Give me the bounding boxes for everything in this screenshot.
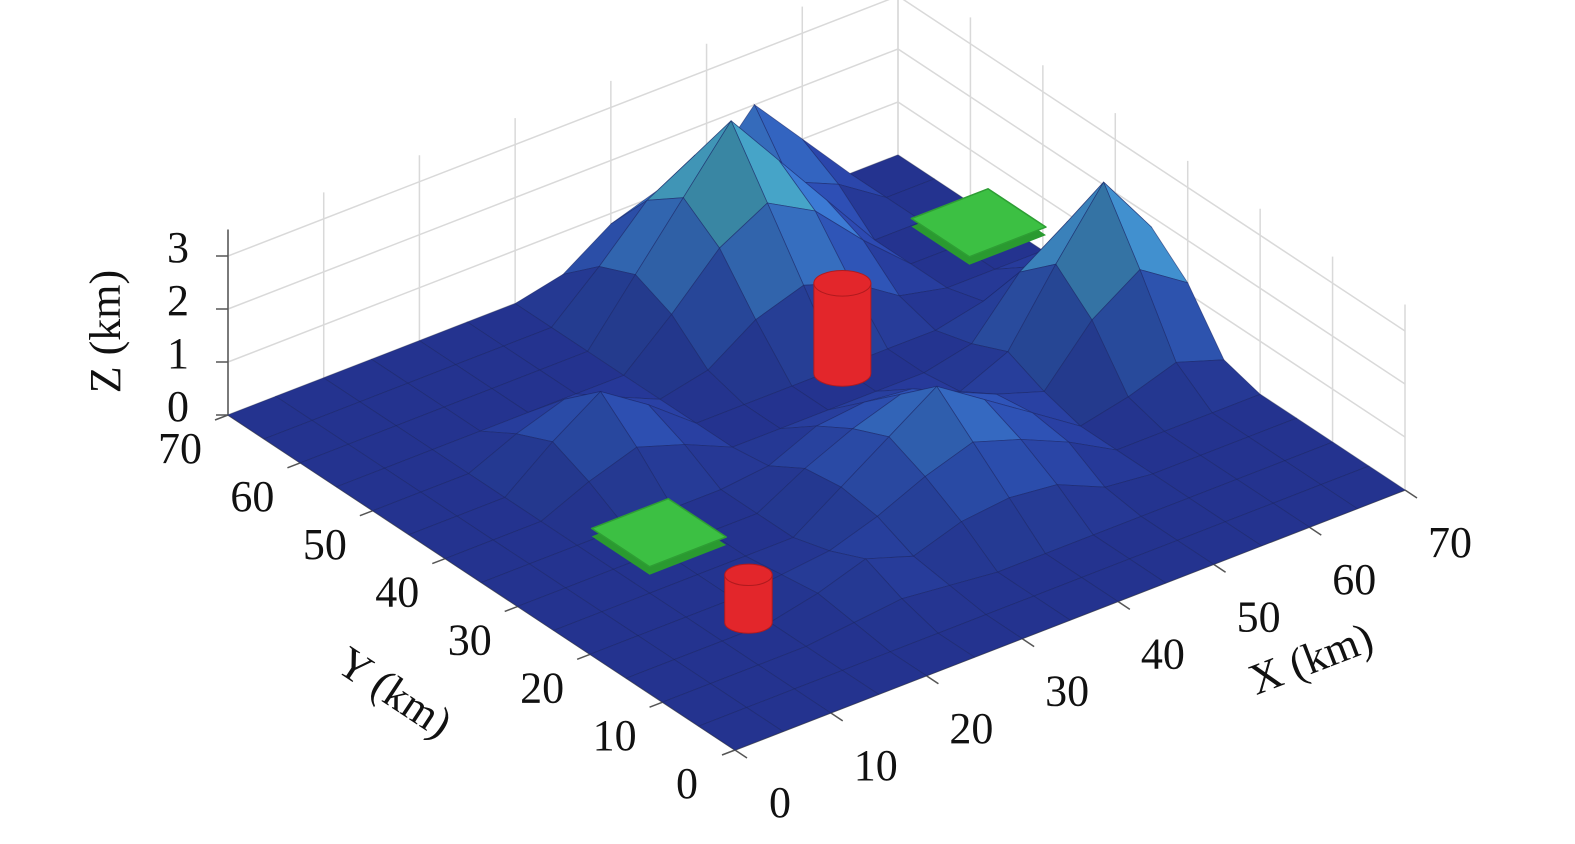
cylinder bbox=[813, 282, 872, 387]
y-tick-label: 30 bbox=[448, 616, 492, 665]
x-tick-label: 60 bbox=[1332, 555, 1376, 604]
x-tick-label: 50 bbox=[1237, 592, 1281, 641]
y-tick-label: 70 bbox=[158, 424, 202, 473]
y-tick bbox=[504, 605, 518, 613]
z-axis-title: Z (km) bbox=[81, 270, 130, 393]
y-tick bbox=[287, 462, 301, 469]
z-tick-label: 2 bbox=[167, 276, 189, 325]
grid-line bbox=[227, 0, 1406, 332]
z-tick-label: 0 bbox=[167, 382, 189, 431]
grid-line bbox=[227, 101, 1406, 438]
x-tick bbox=[1213, 563, 1226, 573]
y-tick bbox=[649, 701, 663, 708]
y-tick-label: 0 bbox=[676, 759, 698, 808]
y-tick bbox=[214, 414, 229, 421]
cylinder-top bbox=[813, 269, 872, 297]
surface-face bbox=[697, 707, 784, 751]
x-tick bbox=[1308, 526, 1322, 536]
grid-line bbox=[227, 48, 1406, 385]
y-tick-label: 20 bbox=[520, 663, 564, 712]
y-tick bbox=[576, 653, 591, 660]
y-tick bbox=[432, 557, 446, 565]
z-tick-label: 3 bbox=[167, 223, 189, 272]
x-tick bbox=[734, 749, 748, 759]
x-tick-label: 10 bbox=[854, 741, 898, 790]
y-tick-label: 50 bbox=[303, 520, 347, 569]
x-tick bbox=[1021, 637, 1035, 648]
x-tick-label: 40 bbox=[1141, 630, 1185, 679]
x-tick bbox=[1404, 489, 1418, 499]
x-tick bbox=[1117, 600, 1131, 611]
x-tick bbox=[926, 675, 939, 685]
y-tick-label: 10 bbox=[593, 711, 637, 760]
square bbox=[590, 497, 727, 568]
z-tick-label: 1 bbox=[167, 329, 189, 378]
x-tick-label: 20 bbox=[949, 704, 993, 753]
cylinder-top bbox=[724, 563, 773, 587]
x-tick-label: 70 bbox=[1428, 518, 1472, 567]
y-tick-label: 40 bbox=[375, 568, 419, 617]
square bbox=[910, 188, 1047, 258]
x-tick bbox=[830, 712, 844, 722]
cylinder bbox=[724, 574, 773, 634]
y-tick bbox=[359, 510, 374, 517]
x-tick-label: 0 bbox=[769, 778, 791, 827]
x-tick-label: 30 bbox=[1045, 667, 1089, 716]
y-tick bbox=[721, 749, 736, 756]
y-tick-label: 60 bbox=[230, 472, 274, 521]
